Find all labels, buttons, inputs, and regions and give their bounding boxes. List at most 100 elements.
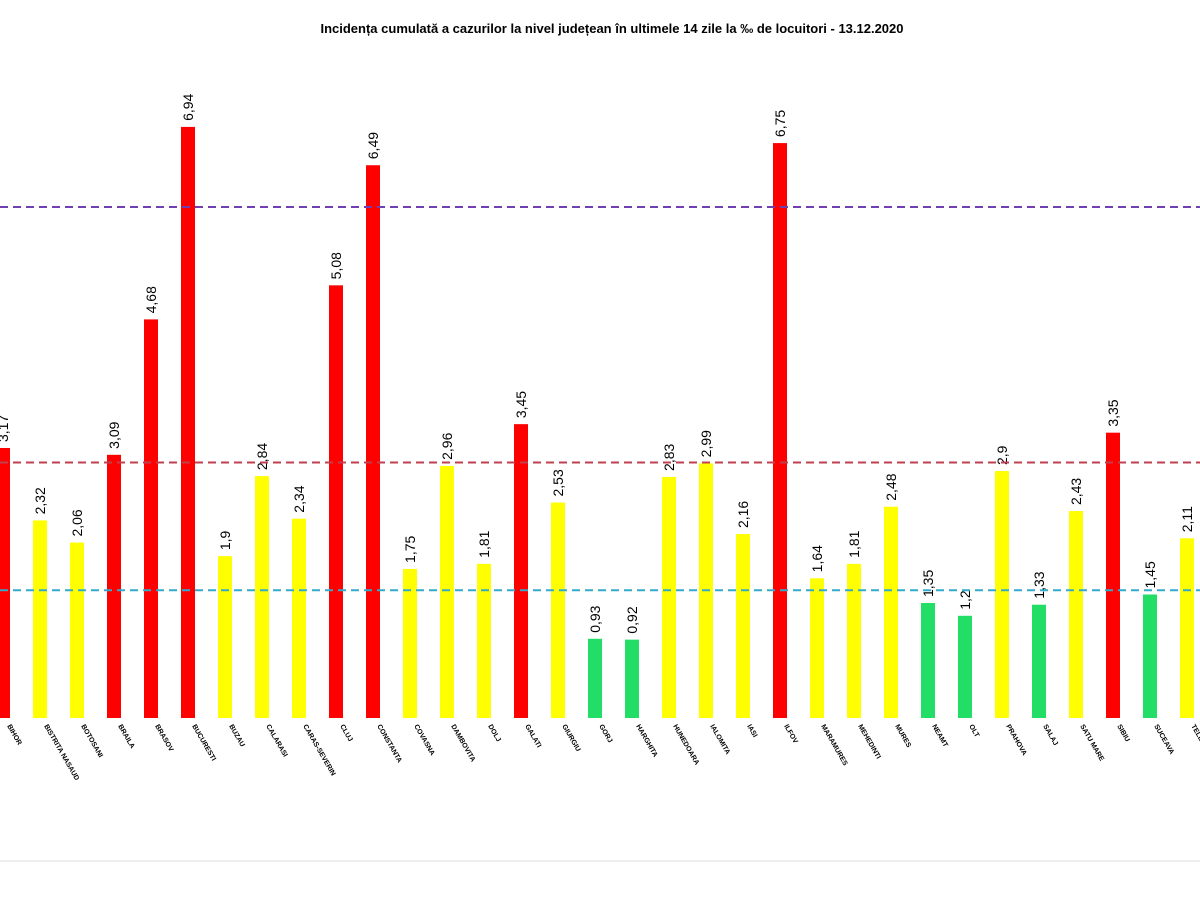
value-label: 1,75 [402, 535, 418, 562]
x-tick-label: CLUJ [338, 724, 353, 743]
x-tick-label: SALAJ [1041, 724, 1059, 747]
value-label: 1,64 [809, 545, 825, 572]
value-label: 3,09 [106, 421, 122, 448]
bar [773, 143, 787, 718]
x-tick-label: GORJ [597, 724, 613, 745]
x-tick-label: GIURGIU [560, 724, 581, 753]
bar [403, 568, 417, 718]
bar [255, 476, 269, 718]
bar [329, 285, 343, 718]
x-tick-label: BISTRITA NASAUD [42, 724, 80, 782]
value-label: 2,43 [1068, 478, 1084, 505]
x-tick-label: BRASOV [153, 724, 174, 754]
value-label: 2,06 [69, 509, 85, 536]
value-label: 2,34 [291, 485, 307, 512]
x-tick-label: MEHEDINTI [856, 724, 881, 761]
bar [551, 502, 565, 718]
value-label: 3,17 [0, 415, 11, 442]
value-label: 0,92 [624, 606, 640, 633]
bar [477, 563, 491, 718]
x-tick-label: ILFOV [782, 724, 799, 746]
value-label: 1,45 [1142, 561, 1158, 588]
x-tick-label: SATU MARE [1078, 724, 1105, 763]
x-tick-label: DAMBOVITA [449, 724, 476, 764]
value-label: 1,81 [846, 530, 862, 557]
x-tick-label: SUCEAVA [1152, 724, 1175, 756]
bar [588, 638, 602, 718]
bar [958, 615, 972, 718]
x-tick-label: MURES [893, 724, 912, 750]
x-tick-label: GALATI [523, 724, 542, 750]
bar [292, 518, 306, 718]
value-label: 2,53 [550, 469, 566, 496]
bar [514, 424, 528, 718]
x-tick-label: TELEORMAN [1189, 724, 1200, 766]
x-tick-label: OLT [967, 724, 980, 740]
bar [995, 471, 1009, 718]
value-label: 2,32 [32, 487, 48, 514]
value-label: 0,93 [587, 605, 603, 632]
bar [1069, 511, 1083, 718]
bar [181, 126, 195, 718]
x-tick-label: MARAMURES [819, 724, 848, 768]
x-tick-label: HUNEDOARA [671, 724, 700, 767]
bar [736, 534, 750, 718]
bar [366, 165, 380, 718]
bar [107, 454, 121, 718]
value-label: 2,48 [883, 473, 899, 500]
value-label: 1,81 [476, 530, 492, 557]
x-tick-label: SIBIU [1115, 724, 1130, 744]
value-label: 1,9 [217, 530, 233, 550]
value-label: 2,84 [254, 443, 270, 470]
bar [1032, 604, 1046, 718]
value-label: 2,11 [1179, 506, 1195, 532]
x-tick-label: CALARASI [264, 724, 288, 759]
value-label: 4,68 [143, 286, 159, 313]
bar [0, 448, 10, 718]
bar [921, 603, 935, 718]
value-label: 1,35 [920, 570, 936, 597]
bar [218, 556, 232, 718]
chart-title: Incidența cumulată a cazurilor la nivel … [320, 21, 903, 36]
x-tick-label: CARAS-SEVERIN [301, 724, 336, 778]
x-tick-label: IALOMITA [708, 724, 731, 756]
value-label: 6,49 [365, 132, 381, 159]
x-tick-label: PRAHOVA [1004, 724, 1027, 757]
x-tick-label: BOTOSANI [79, 724, 103, 759]
x-tick-label: BRAILA [116, 724, 135, 750]
bar [440, 465, 454, 718]
bar [144, 319, 158, 718]
value-label: 3,35 [1105, 399, 1121, 426]
bar [1143, 594, 1157, 718]
bar [625, 639, 639, 718]
bar [810, 578, 824, 718]
value-label: 2,16 [735, 501, 751, 528]
value-label: 2,96 [439, 432, 455, 459]
value-label: 1,2 [957, 590, 973, 610]
x-tick-label: NEAMT [930, 724, 949, 750]
bar [884, 506, 898, 718]
value-label: 1,33 [1031, 571, 1047, 598]
x-tick-label: HARGHITA [634, 724, 658, 759]
bar [70, 542, 84, 718]
x-tick-label: CONSTANTA [375, 724, 403, 765]
value-label: 3,45 [513, 391, 529, 418]
x-tick-label: BIHOR [5, 724, 22, 747]
value-label: 2,99 [698, 430, 714, 457]
x-tick-label: BUCURESTI [190, 724, 217, 763]
value-label: 5,08 [328, 252, 344, 279]
x-tick-label: COVASNA [412, 724, 435, 757]
x-tick-label: DOLJ [486, 724, 501, 744]
bar [662, 476, 676, 718]
x-tick-label: IASI [745, 724, 758, 739]
bar [1180, 538, 1194, 718]
x-tick-label: BUZAU [227, 724, 245, 749]
value-label: 6,94 [180, 93, 196, 120]
value-label: 6,75 [772, 110, 788, 137]
bar [1106, 432, 1120, 718]
value-label: 2,9 [994, 445, 1010, 465]
bar [847, 563, 861, 718]
value-label: 2,83 [661, 444, 677, 471]
bar [33, 520, 47, 718]
